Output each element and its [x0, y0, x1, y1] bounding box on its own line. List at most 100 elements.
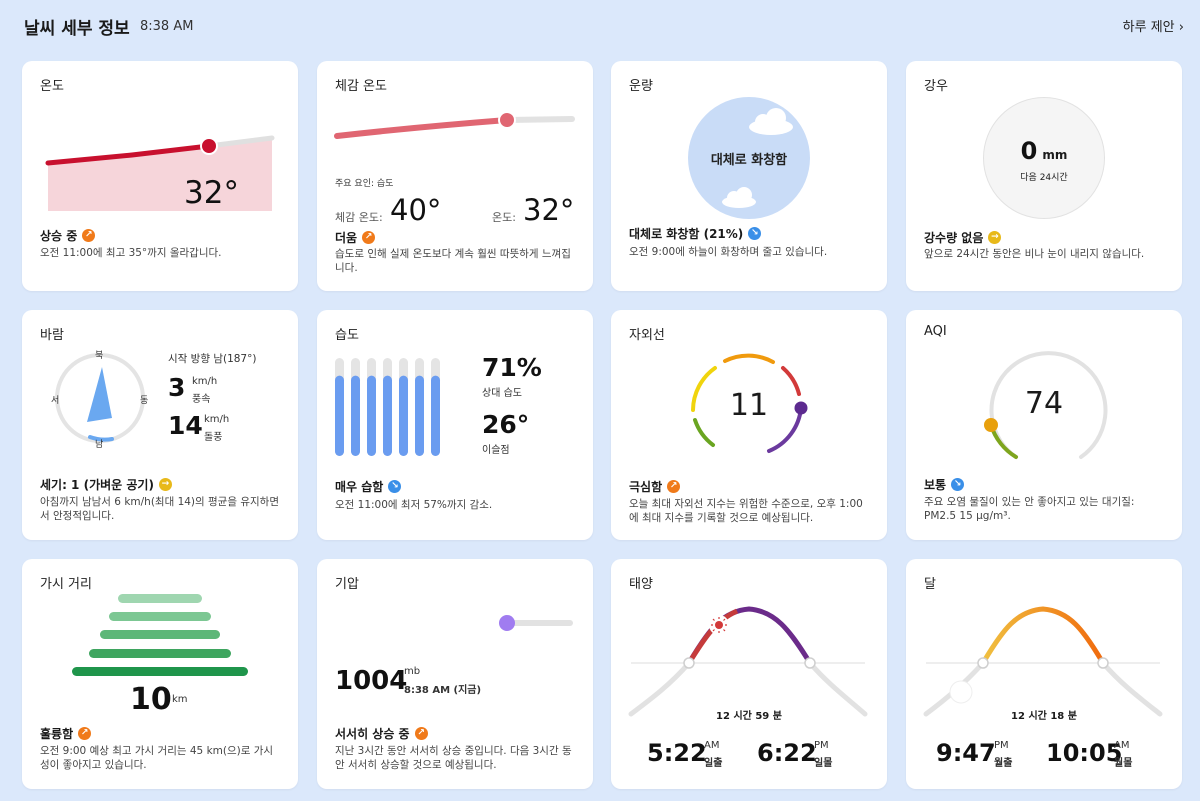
header: 날씨 세부 정보 8:38 AM 하루 제안 › [24, 14, 1184, 42]
temperature-value: 32° [184, 175, 239, 211]
wind-compass [55, 353, 145, 443]
humidity-bar [415, 375, 424, 456]
visibility-unit: km [172, 694, 188, 705]
sunset-time: 6:22 [757, 739, 817, 767]
card-title: 바람 [40, 328, 64, 343]
status-label: 훌륭함 ↗ [40, 725, 92, 742]
compass-north: 북 [95, 351, 104, 361]
moonlight-duration: 12 시간 18 분 [1011, 711, 1077, 722]
wind-speed-unit: km/h [192, 376, 218, 387]
cloud-cover-card[interactable]: 운량 대체로 화창함 대체로 화창함 (21%) ↘ 오전 9:00에 하늘이 화… [611, 61, 887, 291]
feels-label: 체감 온도: [335, 211, 383, 224]
moon-path-chart [923, 606, 1163, 717]
humidity-bar-chart [335, 358, 440, 456]
pressure-card[interactable]: 기압 1004 mb 8:38 AM (지금) 서서히 상승 중 ↗ 지난 3시간… [317, 559, 593, 789]
card-title: 체감 온도 [335, 79, 387, 94]
feels-value: 40° [390, 193, 442, 227]
actual-temp-label: 온도: [492, 211, 516, 224]
precipitation-period: 다음 24시간 [1020, 173, 1068, 183]
description: 습도로 인해 실제 온도보다 계속 훨씬 따뜻하게 느껴집니다. [335, 248, 571, 274]
humidity-bar [383, 375, 392, 456]
sun-card[interactable]: 태양 12 시간 59 분 5:22 AM 일출 6:22 PM 일몰 [611, 559, 887, 789]
dew-point-label: 이슬점 [482, 445, 510, 456]
relative-humidity-label: 상대 습도 [482, 388, 522, 399]
status-label: 매우 습함 ↘ [335, 478, 402, 495]
compass-south: 남 [95, 440, 104, 450]
sunrise-time: 5:22 [647, 739, 707, 767]
visibility-bars [72, 594, 248, 676]
trend-up-icon: ↗ [82, 229, 96, 242]
pressure-value: 1004 [335, 666, 408, 696]
daily-suggestion-link[interactable]: 하루 제안 › [1122, 20, 1184, 35]
status-label: 대체로 화창함 (21%) ↘ [629, 225, 762, 242]
temperature-card[interactable]: 온도 32° 상승 중 ↗ 오전 11:00에 최고 35°까지 올라갑니다. [22, 61, 298, 291]
compass-west: 서 [51, 396, 60, 406]
cloud-bubble-label: 대체로 화창함 [710, 153, 788, 168]
sun-path-chart [628, 606, 868, 717]
card-title: 기압 [335, 577, 359, 592]
wind-gust-value: 14 [168, 411, 203, 440]
humidity-bar [399, 375, 408, 456]
status-label: 강수량 없음 → [924, 229, 1002, 246]
feels-like-card[interactable]: 체감 온도 주요 요인: 습도 체감 온도: 40° 온도: 32° 더움 ↗ 습… [317, 61, 593, 291]
description: 주요 오염 물질이 있는 안 좋아지고 있는 대기질: PM2.5 15 μg/… [924, 496, 1135, 522]
moonset-ampm: AM [1114, 740, 1130, 751]
wind-speed-value: 3 [168, 373, 186, 402]
humidity-card[interactable]: 습도 71% 상대 습도 26° 이슬점 매우 습함 ↘ 오전 11:00에 최저… [317, 310, 593, 540]
trend-up-icon: ↗ [78, 727, 92, 740]
uv-gauge [691, 353, 808, 453]
aqi-card[interactable]: AQI 74 보통 ↘ 주요 오염 물질이 있는 안 좋아지고 있는 대기질: P… [906, 310, 1182, 540]
moonset-time: 10:05 [1046, 739, 1123, 767]
pressure-unit: mb [404, 666, 421, 677]
sunset-ampm: PM [814, 740, 829, 751]
card-title: 태양 [629, 577, 653, 592]
pressure-time: 8:38 AM (지금) [404, 685, 482, 696]
card-title: 운량 [629, 79, 653, 94]
humidity-bar [335, 375, 344, 456]
description: 오늘 최대 자외선 지수는 위험한 수준으로, 오후 1:00에 최대 지수를 … [629, 498, 863, 524]
moon-card[interactable]: 달 12 시간 18 분 9:47 PM 월출 10:05 AM 월몰 [906, 559, 1182, 789]
card-title: 달 [924, 577, 936, 592]
precipitation-value: 0 [1020, 137, 1038, 165]
moonrise-label: 월출 [994, 758, 1013, 769]
trend-up-icon: ↗ [414, 727, 428, 740]
precipitation-value-row: 0 mm [983, 137, 1105, 165]
trend-down-icon: ↘ [748, 227, 762, 240]
card-title: 가시 거리 [40, 577, 92, 592]
moonset-label: 월몰 [1114, 758, 1133, 769]
relative-humidity-value: 71% [482, 353, 542, 382]
actual-temp-value: 32° [523, 193, 575, 227]
card-title: AQI [924, 324, 947, 339]
uv-index-card[interactable]: 자외선 11 극심함 ↗ 오늘 최대 자외선 지수는 위험한 수준으로, 오후 1… [611, 310, 887, 540]
sunset-label: 일몰 [814, 758, 833, 769]
status-label: 보통 ↘ [924, 476, 965, 493]
description: 오전 11:00에 최저 57%까지 감소. [335, 499, 493, 511]
visibility-card[interactable]: 가시 거리 10 km 훌륭함 ↗ 오전 9:00 예상 최고 가시 거리는 45… [22, 559, 298, 789]
moonrise-time: 9:47 [936, 739, 996, 767]
status-label: 세기: 1 (가벼운 공기) → [40, 476, 172, 493]
temperature-trend-chart [45, 135, 275, 211]
page-title: 날씨 세부 정보 [24, 19, 130, 39]
precipitation-card[interactable]: 강우 0 mm 다음 24시간 강수량 없음 → 앞으로 24시간 동안은 비나 … [906, 61, 1182, 291]
wind-direction: 시작 방향 남(187°) [168, 353, 257, 365]
dew-point-value: 26° [482, 410, 530, 439]
wind-speed-label: 풍속 [192, 394, 211, 405]
moonrise-ampm: PM [994, 740, 1009, 751]
humidity-bar [367, 375, 376, 456]
current-time: 8:38 AM [140, 19, 194, 34]
status-label: 서서히 상승 중 ↗ [335, 725, 428, 742]
status-label: 상승 중 ↗ [40, 227, 96, 244]
aqi-value: 74 [1024, 386, 1064, 421]
card-title: 강우 [924, 79, 948, 94]
card-title: 온도 [40, 79, 64, 94]
sunrise-ampm: AM [704, 740, 720, 751]
status-label: 극심함 ↗ [629, 478, 681, 495]
description: 지난 3시간 동안 서서히 상승 중입니다. 다음 3시간 동안 서서히 상승할… [335, 745, 572, 771]
main-factor: 주요 요인: 습도 [335, 179, 394, 189]
wind-gust-unit: km/h [204, 414, 230, 425]
uv-index-value: 11 [729, 388, 769, 423]
wind-card[interactable]: 바람 북 남 서 동 시작 방향 남(187°) 3 km/h 풍속 14 km… [22, 310, 298, 540]
humidity-bar [351, 375, 360, 456]
trend-down-icon: ↘ [951, 478, 965, 491]
trend-flat-icon: → [988, 231, 1002, 244]
